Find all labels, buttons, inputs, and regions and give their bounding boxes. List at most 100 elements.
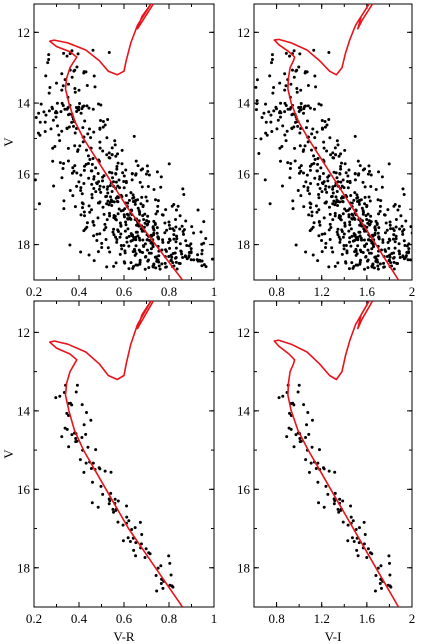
star-point bbox=[98, 232, 102, 236]
star-point bbox=[352, 539, 356, 543]
star-point bbox=[90, 196, 94, 200]
star-point bbox=[421, 220, 424, 223]
star-point bbox=[87, 176, 91, 180]
star-point bbox=[163, 261, 167, 265]
star-point bbox=[114, 218, 118, 222]
star-point bbox=[116, 499, 120, 503]
star-point bbox=[350, 201, 354, 205]
star-point bbox=[84, 461, 88, 465]
star-point bbox=[337, 510, 341, 514]
star-point bbox=[302, 205, 306, 209]
star-point bbox=[415, 260, 418, 263]
star-point bbox=[90, 193, 94, 197]
star-point bbox=[278, 111, 282, 115]
star-point bbox=[283, 72, 287, 76]
star-point bbox=[288, 411, 292, 415]
star-point bbox=[108, 170, 112, 174]
star-point bbox=[350, 234, 354, 238]
star-point bbox=[383, 248, 387, 252]
star-point bbox=[213, 258, 214, 261]
star-point bbox=[170, 204, 174, 208]
star-point bbox=[268, 74, 272, 78]
star-point bbox=[147, 266, 151, 270]
star-point bbox=[160, 248, 164, 252]
star-point bbox=[365, 204, 369, 208]
star-point bbox=[279, 101, 283, 105]
isochrone-line bbox=[49, 301, 184, 607]
star-point bbox=[299, 164, 303, 168]
star-point bbox=[315, 169, 319, 173]
star-point bbox=[270, 58, 274, 62]
star-point bbox=[359, 198, 363, 202]
star-point bbox=[368, 251, 372, 255]
star-point bbox=[66, 113, 70, 117]
star-point bbox=[86, 154, 90, 158]
star-point bbox=[75, 383, 79, 387]
star-point bbox=[320, 126, 324, 130]
star-point bbox=[402, 239, 406, 243]
star-point bbox=[89, 136, 93, 140]
star-point bbox=[156, 204, 160, 208]
star-point bbox=[184, 239, 188, 243]
star-point bbox=[366, 212, 370, 216]
star-point bbox=[181, 256, 185, 260]
star-point bbox=[136, 206, 140, 210]
star-point bbox=[401, 255, 405, 259]
star-point bbox=[110, 189, 114, 193]
star-point bbox=[87, 127, 91, 131]
star-point bbox=[324, 184, 328, 188]
star-point bbox=[117, 178, 121, 182]
star-point bbox=[399, 214, 403, 218]
star-point bbox=[112, 214, 116, 218]
star-point bbox=[270, 129, 274, 133]
star-point bbox=[136, 164, 140, 168]
x-tick-label: 1 bbox=[211, 611, 218, 626]
star-point bbox=[47, 53, 51, 57]
star-point bbox=[141, 250, 145, 254]
star-point bbox=[264, 120, 268, 124]
star-point bbox=[98, 184, 102, 188]
star-point bbox=[310, 214, 314, 218]
star-point bbox=[78, 144, 82, 148]
star-point bbox=[343, 223, 347, 227]
star-point bbox=[366, 266, 370, 270]
star-point bbox=[113, 497, 117, 501]
star-point bbox=[98, 146, 102, 150]
star-point bbox=[285, 435, 289, 439]
star-point bbox=[66, 82, 70, 86]
star-point bbox=[358, 234, 362, 238]
star-point bbox=[96, 216, 100, 220]
star-point bbox=[103, 123, 107, 127]
star-point bbox=[178, 242, 182, 246]
star-point bbox=[141, 244, 145, 248]
star-point bbox=[116, 212, 120, 216]
star-point bbox=[134, 554, 138, 558]
star-point bbox=[317, 501, 321, 505]
star-point bbox=[79, 186, 83, 190]
star-point bbox=[138, 212, 142, 216]
star-point bbox=[123, 251, 127, 255]
star-point bbox=[92, 130, 96, 134]
star-point bbox=[341, 212, 345, 216]
y-tick-label: 16 bbox=[237, 482, 251, 497]
star-point bbox=[367, 195, 371, 199]
star-point bbox=[145, 164, 149, 168]
star-point bbox=[103, 469, 107, 473]
star-point bbox=[155, 226, 159, 230]
data-layer bbox=[34, 4, 214, 280]
star-point bbox=[165, 228, 169, 232]
star-point bbox=[120, 162, 124, 166]
star-point bbox=[335, 198, 339, 202]
star-point bbox=[118, 235, 122, 239]
star-point bbox=[91, 461, 95, 465]
star-point bbox=[394, 218, 398, 222]
star-point bbox=[403, 244, 407, 248]
star-point bbox=[181, 232, 185, 236]
star-point bbox=[129, 261, 133, 265]
star-point bbox=[156, 199, 160, 203]
star-point bbox=[190, 225, 194, 229]
star-point bbox=[105, 194, 109, 198]
y-tick-label: 14 bbox=[17, 96, 31, 111]
star-point bbox=[138, 520, 142, 524]
star-point bbox=[98, 200, 102, 204]
